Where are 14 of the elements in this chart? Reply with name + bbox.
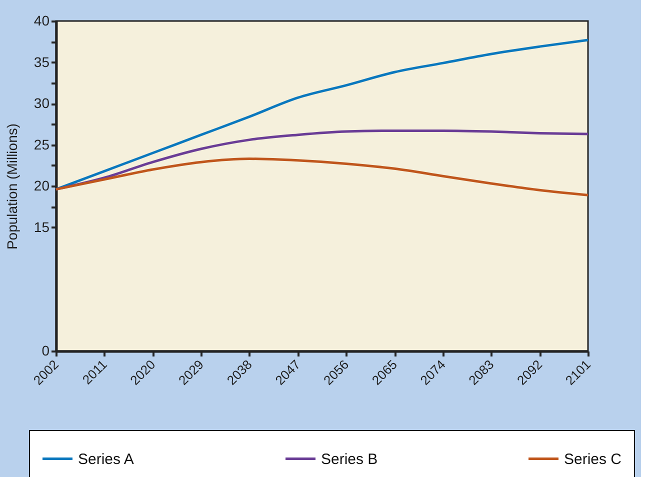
y-tick-label: 40: [34, 12, 50, 28]
legend-label: Series A: [78, 450, 134, 468]
legend-label: Series B: [321, 450, 378, 468]
y-tick-label: 25: [34, 136, 50, 152]
y-tick-label: 20: [34, 178, 50, 194]
line-series: [54, 129, 590, 191]
y-axis-title: Population (Millions): [4, 123, 20, 250]
line-series: [54, 38, 590, 191]
y-tick-label: 35: [34, 54, 50, 70]
legend-label: Series C: [564, 450, 622, 468]
y-tick-label: 15: [34, 218, 50, 235]
y-tick-label: 30: [34, 95, 50, 111]
line-series: [54, 158, 590, 196]
y-tick-label: 0: [42, 342, 50, 358]
